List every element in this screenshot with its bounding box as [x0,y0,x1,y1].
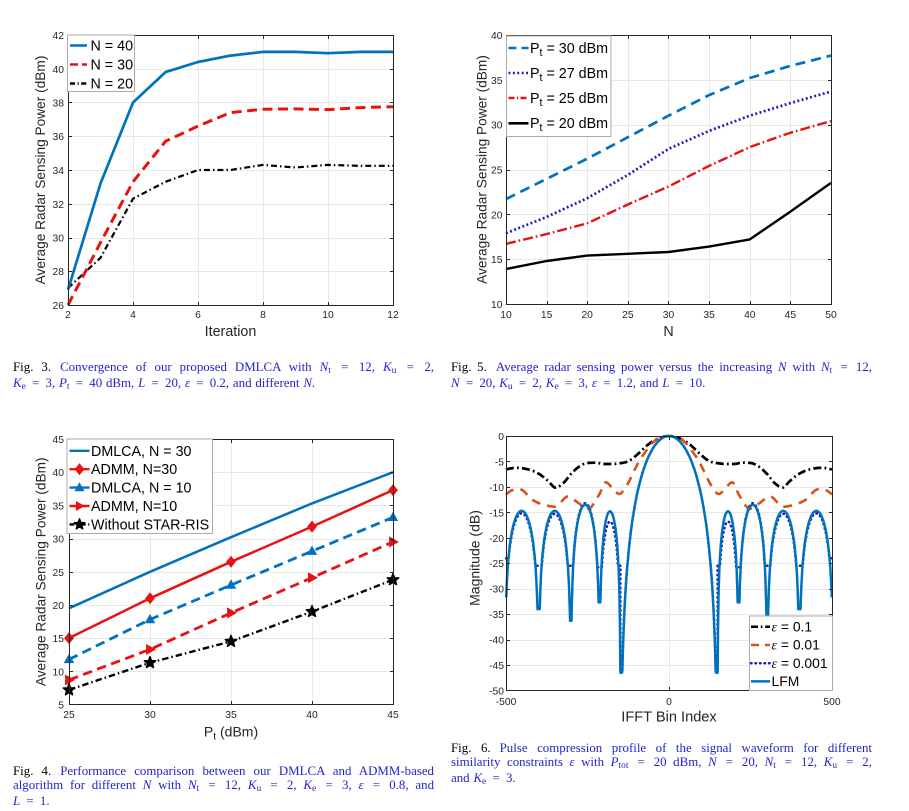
svg-text:25: 25 [491,166,503,177]
svg-text:0: 0 [666,697,672,708]
svg-text:38: 38 [53,99,65,110]
svg-text:30: 30 [144,710,156,721]
svg-text:35: 35 [703,310,715,321]
svg-text:Pt = 27 dBm: Pt = 27 dBm [530,66,608,84]
svg-text:30: 30 [663,310,675,321]
svg-text:-15: -15 [489,508,504,519]
svg-text:45: 45 [785,310,797,321]
svg-text:35: 35 [491,76,503,87]
svg-text:-35: -35 [489,610,504,621]
svg-text:30: 30 [491,121,503,132]
svg-text:40: 40 [744,310,756,321]
svg-text:35: 35 [53,501,65,512]
svg-text:Average Radar Sensing Power (d: Average Radar Sensing Power (dBm) [475,55,490,284]
svg-text:N = 30: N = 30 [91,58,134,74]
svg-text:10: 10 [53,667,65,678]
svg-text:12: 12 [387,310,399,321]
svg-text:Magnitude (dB): Magnitude (dB) [467,510,483,606]
svg-text:-45: -45 [489,661,504,672]
svg-text:DMLCA, N = 30: DMLCA, N = 30 [91,444,192,460]
svg-text:15: 15 [491,255,503,266]
svg-text:-500: -500 [496,697,517,708]
svg-text:Iteration: Iteration [205,324,257,340]
svg-text:N: N [663,324,673,340]
svg-text:36: 36 [53,132,65,143]
svg-text:N = 20: N = 20 [91,77,134,93]
svg-text:6: 6 [195,310,201,321]
svg-text:IFFT Bin Index: IFFT Bin Index [621,710,717,726]
svg-text:40: 40 [491,31,503,42]
svg-text:ADMM, N=30: ADMM, N=30 [91,462,177,478]
svg-text:45: 45 [53,435,65,446]
svg-text:Pt = 20 dBm: Pt = 20 dBm [530,116,608,134]
svg-text:20: 20 [53,601,65,612]
svg-text:2: 2 [65,310,71,321]
svg-text:-5: -5 [495,457,504,468]
svg-text:15: 15 [53,634,65,645]
svg-text:0: 0 [498,432,504,443]
svg-text:10: 10 [500,310,512,321]
svg-text:40: 40 [53,65,65,76]
svg-text:ADMM, N=10: ADMM, N=10 [91,499,177,515]
svg-text:Average Radar Sensing Power (d: Average Radar Sensing Power (dBm) [34,457,49,686]
svg-text:Without STAR-RIS: Without STAR-RIS [91,517,209,533]
svg-text:LFM: LFM [772,673,800,689]
svg-text:-50: -50 [489,687,504,698]
svg-text:DMLCA, N = 10: DMLCA, N = 10 [91,481,192,497]
svg-text:ε = 0.001: ε = 0.001 [772,655,828,672]
svg-text:35: 35 [225,710,237,721]
svg-text:Pt = 30 dBm: Pt = 30 dBm [530,41,608,59]
svg-text:42: 42 [53,31,65,42]
svg-text:26: 26 [53,301,65,312]
svg-text:-25: -25 [489,559,504,570]
svg-text:25: 25 [622,310,634,321]
svg-text:N = 40: N = 40 [91,39,134,55]
svg-text:25: 25 [63,710,75,721]
svg-text:45: 45 [387,710,399,721]
svg-text:Pt (dBm): Pt (dBm) [204,724,258,743]
svg-text:20: 20 [581,310,593,321]
svg-text:28: 28 [53,267,65,278]
svg-text:500: 500 [823,697,840,708]
svg-text:10: 10 [491,300,503,311]
svg-text:-10: -10 [489,483,504,494]
svg-text:30: 30 [53,535,65,546]
svg-text:4: 4 [130,310,136,321]
svg-text:5: 5 [58,701,64,712]
svg-text:34: 34 [53,166,65,177]
svg-text:ε = 0.01: ε = 0.01 [772,637,821,654]
svg-text:Average Radar Sensing Power (d: Average Radar Sensing Power (dBm) [33,56,48,285]
svg-text:40: 40 [306,710,318,721]
svg-text:40: 40 [53,468,65,479]
svg-text:25: 25 [53,568,65,579]
svg-text:20: 20 [491,210,503,221]
svg-text:Pt = 25 dBm: Pt = 25 dBm [530,91,608,109]
svg-text:10: 10 [322,310,334,321]
svg-text:30: 30 [53,234,65,245]
svg-text:ε = 0.1: ε = 0.1 [772,618,813,635]
svg-text:-30: -30 [489,585,504,596]
svg-text:32: 32 [53,200,65,211]
svg-text:-20: -20 [489,534,504,545]
svg-text:15: 15 [541,310,553,321]
svg-text:50: 50 [825,310,837,321]
svg-text:-40: -40 [489,636,504,647]
svg-text:8: 8 [260,310,266,321]
